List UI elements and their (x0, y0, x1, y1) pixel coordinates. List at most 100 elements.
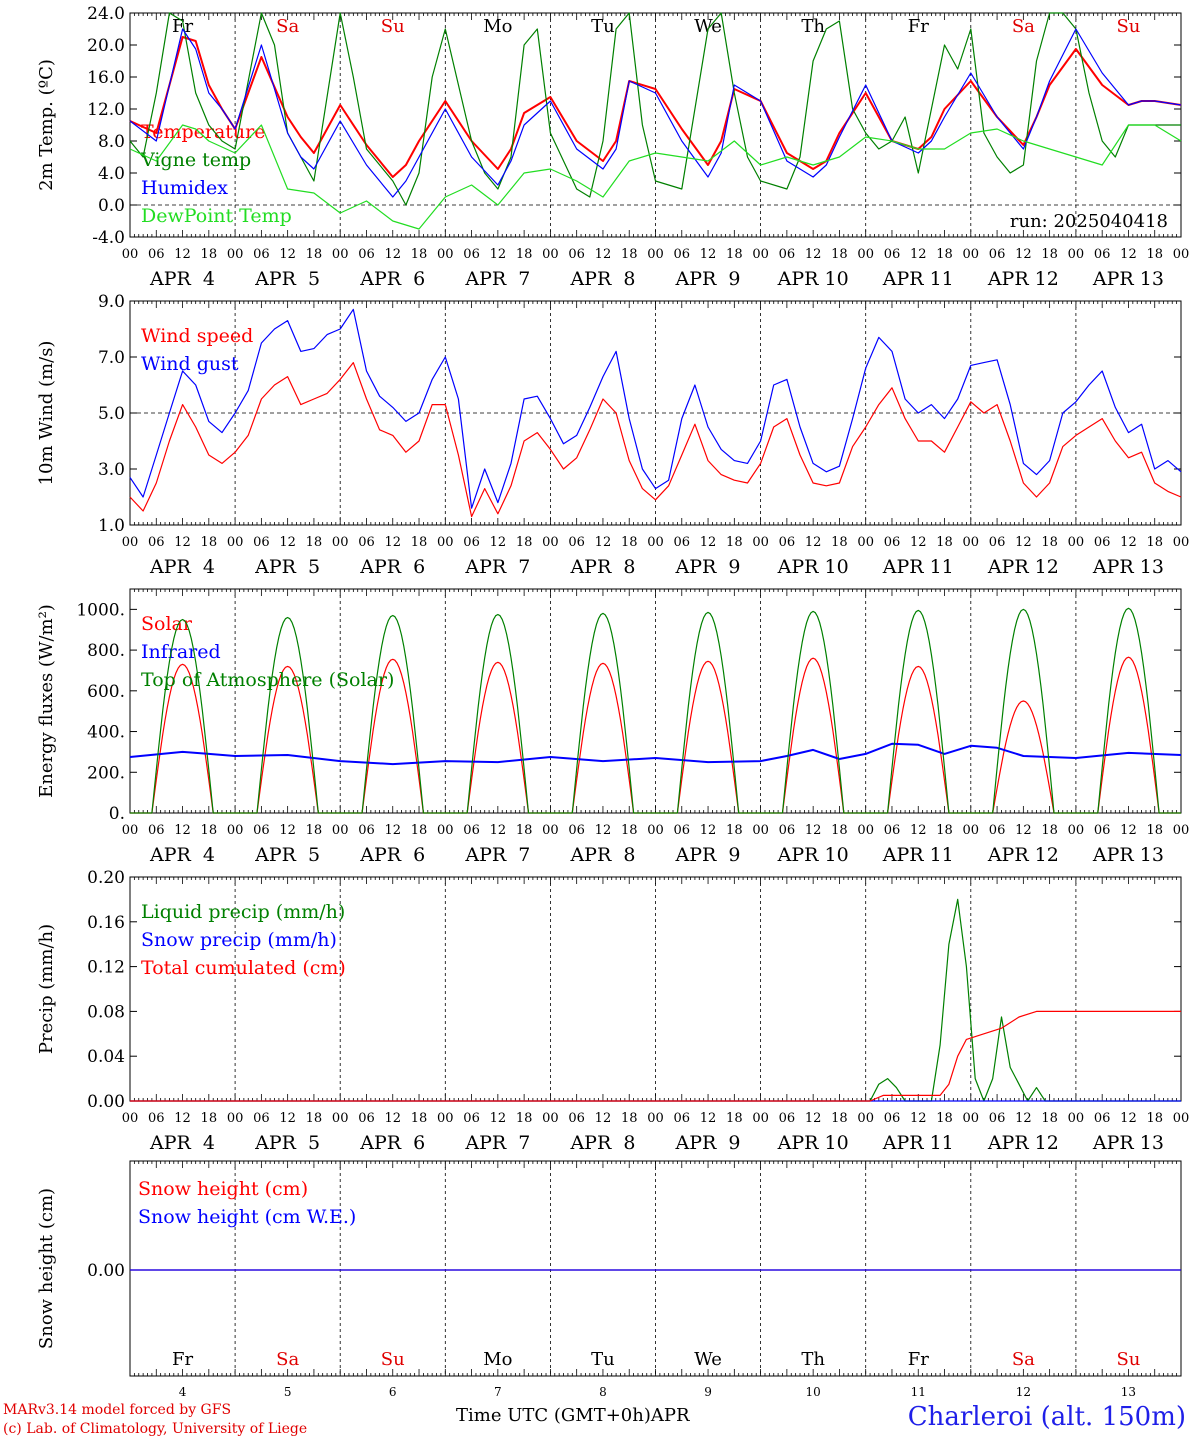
precip-hour-label: 06 (779, 1111, 796, 1126)
weekday-label: We (694, 16, 722, 37)
energy-y-tick-label: 400. (87, 723, 125, 743)
precip-hour-label: 00 (542, 1111, 559, 1126)
wind-hour-label: 12 (805, 535, 822, 550)
temperature-date-label: APR 4 (149, 268, 215, 290)
precip-hour-label: 00 (122, 1111, 139, 1126)
energy-hour-label: 12 (910, 823, 927, 838)
wind-date-label: APR 13 (1092, 556, 1164, 578)
energy-y-tick-label: 0. (109, 804, 125, 824)
precip-series-liquid-precip-mm-h- (130, 898, 1181, 1102)
energy-date-label: APR 13 (1092, 844, 1164, 866)
temperature-series-humidex (129, 28, 1182, 198)
weekday-label: Sa (1012, 16, 1035, 37)
precip-date-label: APR 12 (987, 1132, 1059, 1154)
precip-date-label: APR 4 (149, 1132, 215, 1154)
temperature-hour-label: 06 (884, 247, 901, 262)
energy-legend-entry: Infrared (141, 641, 221, 663)
precip-hour-label: 18 (516, 1111, 533, 1126)
temperature-legend-entry: Vigne temp (140, 149, 251, 171)
day-number-label: 4 (179, 1385, 187, 1399)
precip-y-tick-label: 0.00 (87, 1092, 125, 1112)
precip-date-label: APR 5 (254, 1132, 320, 1154)
energy-hour-label: 18 (726, 823, 743, 838)
weekday-label-bottom: Fr (172, 1349, 193, 1370)
temperature-date-label: APR 8 (569, 268, 635, 290)
temperature-hour-label: 00 (1068, 247, 1085, 262)
precip-hour-label: 18 (306, 1111, 323, 1126)
temperature-hour-label: 06 (674, 247, 691, 262)
precip-y-axis-title: Precip (mm/h) (36, 924, 57, 1054)
temperature-y-tick-label: 12.0 (87, 100, 125, 120)
wind-hour-label: 00 (647, 535, 664, 550)
temperature-hour-label: 12 (910, 247, 927, 262)
precip-hour-label: 18 (831, 1111, 848, 1126)
temperature-legend-entry: Humidex (141, 177, 228, 199)
snow-y-axis-title: Snow height (cm) (36, 1188, 57, 1349)
precip-date-label: APR 7 (464, 1132, 530, 1154)
energy-hour-label: 12 (1015, 823, 1032, 838)
precip-legend-entry: Total cumulated (cm) (141, 957, 346, 979)
precip-hour-label: 00 (1068, 1111, 1085, 1126)
precip-hour-label: 06 (568, 1111, 585, 1126)
temperature-hour-label: 06 (568, 247, 585, 262)
energy-hour-label: 18 (1146, 823, 1163, 838)
temperature-hour-label: 18 (411, 247, 428, 262)
precip-legend-entry: Liquid precip (mm/h) (141, 901, 345, 923)
temperature-hour-label: 12 (490, 247, 507, 262)
temperature-date-label: APR 9 (675, 268, 741, 290)
weekday-label-bottom: We (694, 1349, 722, 1370)
precip-y-tick-label: 0.08 (87, 1002, 125, 1022)
precip-hour-label: 06 (884, 1111, 901, 1126)
temperature-hour-label: 00 (1173, 247, 1190, 262)
precip-hour-label: 18 (936, 1111, 953, 1126)
precip-hour-label: 12 (490, 1111, 507, 1126)
energy-hour-label: 06 (1094, 823, 1111, 838)
energy-hour-label: 12 (595, 823, 612, 838)
weekday-label-bottom: Sa (276, 1349, 299, 1370)
weekday-label-bottom: Su (1116, 1349, 1140, 1370)
energy-hour-label: 06 (463, 823, 480, 838)
energy-y-axis-title: Energy fluxes (W/m²) (36, 604, 57, 798)
precip-hour-label: 00 (647, 1111, 664, 1126)
energy-y-tick-label: 200. (87, 763, 125, 783)
wind-hour-label: 00 (1173, 535, 1190, 550)
wind-hour-label: 06 (884, 535, 901, 550)
wind-date-label: APR 5 (254, 556, 320, 578)
precip-hour-label: 12 (805, 1111, 822, 1126)
wind-hour-label: 12 (174, 535, 191, 550)
wind-series-wind-speed (129, 362, 1182, 518)
weekday-label-bottom: Sa (1012, 1349, 1035, 1370)
temperature-y-tick-label: 4.0 (98, 164, 125, 184)
wind-date-label: APR 9 (675, 556, 741, 578)
weekday-label-bottom: Tu (591, 1349, 615, 1370)
day-number-label: 13 (1121, 1385, 1136, 1399)
wind-date-label: APR 11 (882, 556, 954, 578)
temperature-hour-label: 18 (621, 247, 638, 262)
day-number-label: 8 (599, 1385, 607, 1399)
temperature-hour-label: 18 (726, 247, 743, 262)
wind-hour-label: 06 (674, 535, 691, 550)
energy-hour-label: 12 (384, 823, 401, 838)
energy-date-label: APR 12 (987, 844, 1059, 866)
temperature-hour-label: 06 (1094, 247, 1111, 262)
temperature-y-tick-label: 0.0 (98, 196, 125, 216)
energy-date-label: APR 6 (359, 844, 425, 866)
station-name: Charleroi (alt. 150m) (907, 1402, 1186, 1432)
precip-hour-label: 12 (700, 1111, 717, 1126)
precip-hour-label: 12 (384, 1111, 401, 1126)
temperature-hour-label: 06 (463, 247, 480, 262)
temperature-hour-label: 00 (437, 247, 454, 262)
wind-hour-label: 12 (279, 535, 296, 550)
energy-hour-label: 00 (542, 823, 559, 838)
energy-hour-label: 00 (857, 823, 874, 838)
energy-y-tick-label: 1000. (76, 600, 125, 620)
weekday-label: Fr (172, 16, 193, 37)
energy-date-label: APR 7 (464, 844, 530, 866)
energy-hour-label: 12 (279, 823, 296, 838)
energy-hour-label: 00 (1173, 823, 1190, 838)
temperature-date-label: APR 11 (882, 268, 954, 290)
snow-legend-entry: Snow height (cm W.E.) (138, 1206, 356, 1228)
precip-hour-label: 00 (752, 1111, 769, 1126)
wind-date-label: APR 7 (464, 556, 530, 578)
energy-legend-entry: Top of Atmosphere (Solar) (141, 669, 394, 691)
